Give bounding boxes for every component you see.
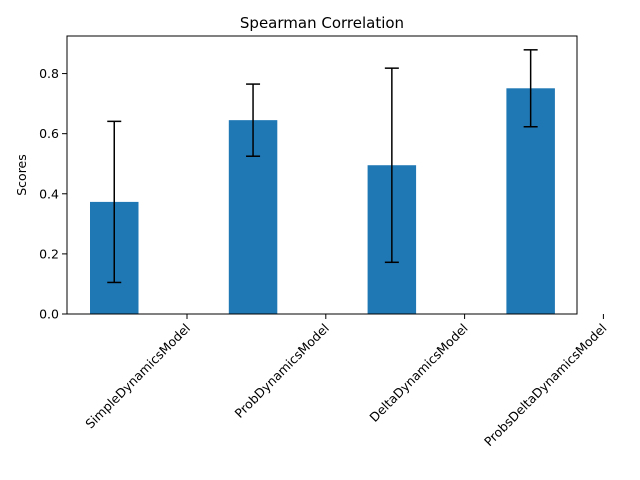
y-tick-label: 0.2 [39,246,59,261]
chart-title: Spearman Correlation [240,14,404,32]
y-tick-label: 0.8 [39,66,59,81]
y-tick-label: 0.4 [39,186,59,201]
y-tick-label: 0.6 [39,126,59,141]
y-axis-title: Scores [14,154,29,196]
y-tick-label: 0.0 [39,307,59,322]
axes-frame [66,35,578,315]
